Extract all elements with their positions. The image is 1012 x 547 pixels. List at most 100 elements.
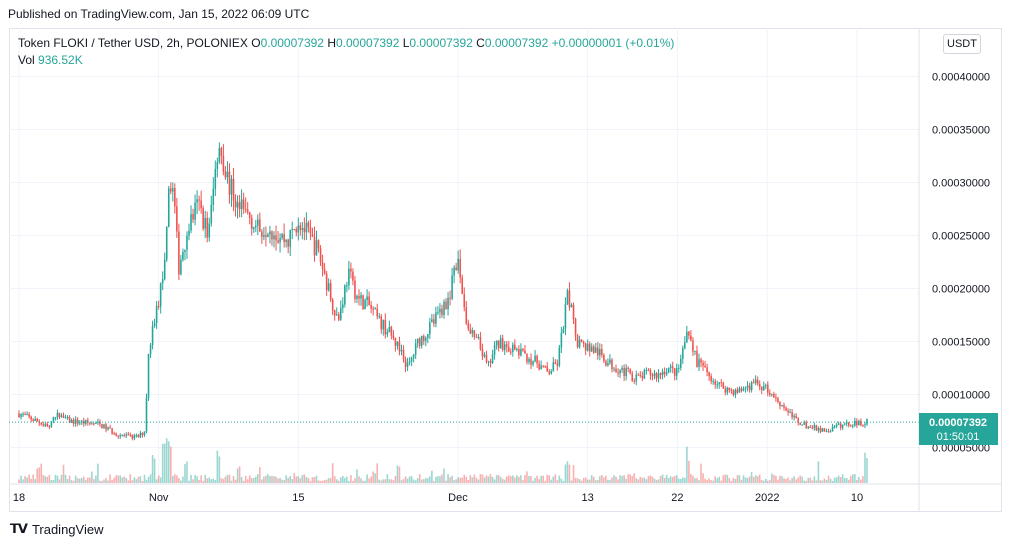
candle-body [113, 433, 115, 435]
candle-body [34, 418, 36, 421]
volume-bar [813, 476, 816, 483]
volume-bar [366, 474, 368, 483]
volume-bar [214, 479, 217, 483]
volume-bar [62, 464, 65, 483]
candle-body [62, 415, 65, 418]
volume-bar [507, 475, 510, 483]
volume-bar [574, 477, 577, 483]
candle-body [605, 361, 607, 366]
candle-body [283, 234, 285, 242]
candle-body [224, 171, 227, 178]
volume-bar [443, 468, 445, 483]
candle-body [538, 363, 540, 370]
volume-bar [852, 474, 854, 483]
candle-body [860, 421, 862, 426]
candle-body [819, 428, 822, 432]
candle-body [238, 202, 241, 210]
candle-body [449, 297, 451, 299]
candle-body [84, 420, 87, 424]
volume-bar [299, 478, 302, 483]
volume-bar [147, 476, 150, 483]
candle-body [194, 202, 196, 220]
candle-body [228, 171, 231, 195]
candle-body [89, 422, 91, 424]
volume-bar [289, 475, 291, 483]
volume-bar [309, 480, 312, 483]
volume-bar [704, 478, 706, 483]
candle-body [103, 424, 105, 429]
volume-bar [491, 476, 494, 483]
volume-bar [538, 479, 540, 483]
volume-bar [849, 475, 852, 483]
volume-bar [805, 480, 808, 483]
candle-body [91, 423, 93, 425]
volume-bar [578, 479, 581, 483]
volume-bar [275, 476, 277, 483]
volume-bar [34, 479, 36, 483]
volume-bar [621, 476, 623, 483]
candle-body [360, 295, 362, 299]
volume-bar [346, 476, 348, 483]
candle-body [621, 368, 623, 370]
candle-body [443, 301, 445, 315]
candle-body [827, 431, 830, 433]
volume-value: 936.52K [38, 53, 83, 67]
candle-body [121, 435, 124, 437]
volume-bar [586, 479, 589, 483]
candle-body [28, 414, 30, 417]
volume-bar [679, 478, 682, 483]
volume-bar [503, 479, 506, 483]
candle-body [277, 240, 279, 243]
volume-bar [613, 475, 615, 483]
volume-bar [354, 478, 356, 483]
volume-bar [522, 480, 524, 483]
candle-body [263, 235, 265, 237]
candle-body [694, 350, 696, 352]
candle-body [192, 214, 194, 220]
candle-body [550, 371, 553, 374]
volume-bar [809, 477, 812, 483]
candle-body [131, 434, 134, 439]
candle-body [546, 366, 549, 372]
candle-body [311, 233, 314, 237]
candle-body [279, 238, 281, 243]
candle-body [309, 227, 312, 234]
volume-bar [263, 476, 265, 483]
candle-body [864, 424, 866, 426]
volume-bar [414, 480, 417, 483]
candle-body [775, 397, 777, 399]
volume-bar [344, 477, 346, 483]
volume-bar [544, 480, 546, 483]
candle-body [779, 401, 781, 407]
candle-body [115, 433, 117, 436]
candle-body [592, 346, 595, 353]
volume-bar [70, 480, 73, 483]
price-chart[interactable]: 0.00040000 0.00035000 0.00030000 0.00025000… [9, 28, 1002, 512]
candle-body [793, 415, 795, 418]
candle-body [520, 349, 522, 356]
volume-bar [267, 474, 269, 483]
volume-bar [404, 476, 407, 483]
footer-brand[interactable]: 𝗧𝗩 TradingView [10, 521, 103, 537]
volume-bar [467, 480, 470, 483]
candle-body [461, 277, 464, 294]
candle-body [479, 336, 482, 349]
volume-bar [149, 474, 152, 483]
volume-bar [750, 472, 753, 483]
candle-body [333, 310, 336, 316]
volume-bar [477, 479, 480, 483]
currency-button[interactable]: USDT [943, 34, 981, 54]
volume-bar [860, 479, 862, 483]
candle-body [558, 347, 561, 366]
candle-body [24, 414, 26, 416]
volume-bar [259, 467, 261, 483]
candle-body [677, 367, 680, 369]
volume-bar [560, 478, 563, 483]
volume-bar [307, 477, 310, 483]
volume-bar [688, 460, 690, 483]
volume-bar [827, 475, 830, 483]
candle-body [710, 376, 712, 382]
candle-body [653, 373, 656, 377]
candle-body [783, 405, 785, 408]
candle-body [301, 228, 304, 230]
